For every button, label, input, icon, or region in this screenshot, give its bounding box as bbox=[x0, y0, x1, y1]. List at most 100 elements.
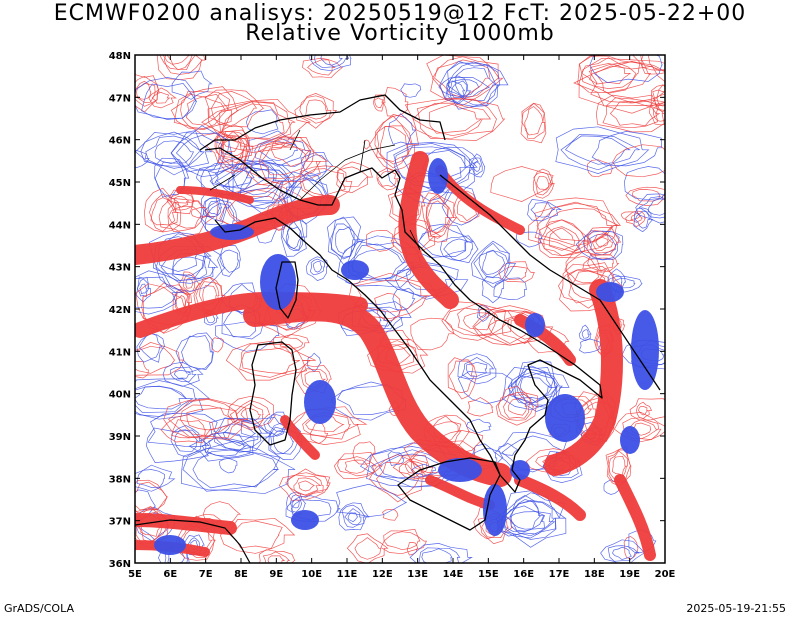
contour-line bbox=[202, 196, 228, 222]
contour-line bbox=[287, 406, 368, 445]
contour-line bbox=[441, 301, 516, 341]
lon-label: 7E bbox=[199, 569, 213, 580]
contour-line bbox=[382, 508, 399, 521]
contour-line bbox=[167, 200, 212, 233]
contour-line bbox=[507, 397, 528, 416]
contour-line bbox=[182, 448, 281, 492]
sardinia-coastline bbox=[249, 341, 297, 446]
contour-line bbox=[144, 187, 182, 233]
contour-line bbox=[612, 144, 665, 178]
contour-line bbox=[578, 57, 665, 114]
contour-line bbox=[634, 210, 651, 229]
contour-line bbox=[250, 140, 322, 186]
lat-label: 37N bbox=[109, 517, 131, 528]
contour-line bbox=[439, 235, 479, 264]
lat-label: 46N bbox=[109, 136, 131, 147]
contour-line bbox=[302, 168, 346, 196]
contour-line bbox=[466, 361, 488, 377]
contour-line bbox=[309, 55, 352, 72]
contour-line bbox=[293, 409, 359, 440]
contour-line bbox=[168, 399, 244, 439]
contour-line bbox=[347, 512, 359, 523]
contour-line bbox=[218, 135, 246, 156]
contour-line bbox=[302, 57, 344, 79]
contour-line bbox=[549, 227, 575, 251]
balkan-coastline bbox=[439, 174, 661, 391]
contour-line bbox=[578, 338, 601, 354]
contour-line bbox=[443, 238, 474, 262]
contour-line bbox=[621, 340, 665, 370]
internal-borders bbox=[209, 129, 421, 251]
contour-line bbox=[173, 86, 240, 136]
contour-line bbox=[171, 70, 213, 100]
contour-line bbox=[416, 98, 497, 139]
contour-line bbox=[649, 100, 665, 126]
contour-line bbox=[409, 543, 473, 563]
map-title: ECMWF0200 analisys: 20250519@12 FcT: 202… bbox=[53, 1, 747, 26]
corsica-coastline bbox=[275, 261, 299, 319]
contour-line bbox=[136, 276, 151, 303]
contour-line bbox=[180, 93, 231, 129]
contour-line bbox=[344, 508, 362, 526]
contour-line bbox=[290, 494, 303, 513]
contour-line bbox=[578, 324, 592, 342]
contour-line bbox=[330, 216, 361, 260]
contour-line bbox=[388, 113, 417, 145]
contour-line bbox=[410, 317, 455, 351]
contour-line bbox=[280, 214, 308, 257]
contour-line bbox=[156, 55, 206, 81]
contour-line bbox=[421, 192, 458, 243]
contour-line bbox=[193, 276, 226, 316]
contour-line bbox=[426, 196, 451, 236]
contour-line bbox=[344, 459, 370, 474]
contour-line bbox=[148, 87, 177, 109]
contour-line bbox=[145, 135, 204, 167]
contour-line bbox=[575, 230, 624, 261]
map-subtitle: Relative Vorticity 1000mb bbox=[245, 21, 555, 46]
contour-line bbox=[160, 248, 219, 284]
lat-label: 43N bbox=[109, 263, 131, 274]
contour-line bbox=[235, 402, 264, 424]
lon-label: 16E bbox=[513, 569, 534, 580]
lon-label: 10E bbox=[301, 569, 322, 580]
lat-label: 39N bbox=[109, 432, 131, 443]
contour-line bbox=[160, 414, 215, 444]
contour-line bbox=[427, 200, 448, 233]
contour-line bbox=[171, 419, 206, 439]
lat-label: 48N bbox=[109, 51, 131, 62]
contour-line bbox=[503, 511, 546, 533]
sicily-coastline bbox=[397, 457, 501, 531]
contour-line bbox=[221, 103, 285, 140]
contour-line bbox=[477, 304, 491, 322]
contour-line bbox=[432, 56, 500, 100]
contour-line bbox=[221, 139, 239, 152]
contour-line bbox=[186, 407, 235, 431]
lat-label: 44N bbox=[109, 220, 131, 231]
contour-line bbox=[204, 89, 265, 128]
lon-label: 18E bbox=[584, 569, 605, 580]
contour-line bbox=[333, 451, 384, 480]
contour-line bbox=[218, 131, 250, 174]
lon-label: 12E bbox=[372, 569, 393, 580]
contour-line bbox=[309, 258, 325, 276]
contour-line bbox=[285, 495, 341, 522]
contour-line bbox=[232, 166, 293, 210]
coastlines-borders bbox=[199, 94, 661, 531]
contour-line bbox=[211, 91, 258, 128]
contour-line bbox=[185, 277, 194, 289]
contour-line bbox=[336, 161, 373, 193]
contour-line bbox=[217, 245, 241, 277]
contour-line bbox=[418, 547, 461, 563]
contour-line bbox=[135, 270, 185, 315]
contour-line bbox=[510, 500, 556, 537]
contour-line bbox=[190, 207, 210, 219]
contour-line bbox=[591, 131, 662, 167]
contour-line bbox=[387, 451, 405, 466]
contour-line bbox=[631, 189, 661, 202]
contour-line bbox=[300, 151, 334, 182]
contour-line bbox=[240, 417, 288, 438]
lat-label: 40N bbox=[109, 390, 131, 401]
contour-line bbox=[138, 332, 163, 360]
lon-label: 14E bbox=[443, 569, 464, 580]
contour-line bbox=[185, 96, 226, 126]
